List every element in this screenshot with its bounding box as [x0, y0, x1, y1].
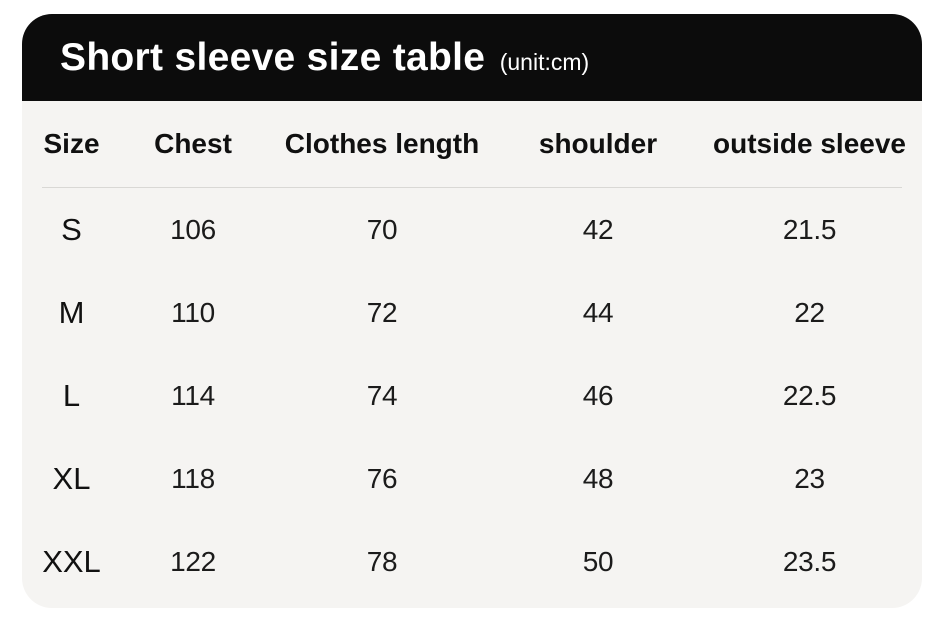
clothes-length-cell: 72 — [366, 296, 398, 328]
size-chart-header: Short sleeve size table (unit:cm) — [22, 14, 922, 101]
header-divider — [42, 187, 902, 188]
size-cell: M — [58, 294, 85, 330]
chest-cell: 110 — [171, 296, 215, 328]
size-cell: XXL — [42, 543, 101, 579]
table-header-row: Size Chest Clothes length shoulder outsi… — [22, 101, 922, 187]
size-cell: S — [61, 211, 82, 247]
shoulder-cell: 50 — [582, 545, 614, 577]
outside-sleeve-cell: 22.5 — [782, 379, 837, 411]
chest-cell: 106 — [170, 213, 216, 245]
table-row-xl: XL 118 76 48 23 — [22, 437, 922, 520]
shoulder-cell: 42 — [582, 213, 614, 245]
page-title: Short sleeve size table — [60, 35, 486, 79]
outside-sleeve-cell: 21.5 — [782, 213, 837, 245]
chest-cell: 114 — [171, 379, 215, 411]
chest-cell: 122 — [170, 545, 216, 577]
shoulder-cell: 46 — [582, 379, 614, 411]
column-header-chest: Chest — [154, 128, 232, 159]
table-row-l: L 114 74 46 22.5 — [22, 354, 922, 437]
table-row-s: S 106 70 42 21.5 — [22, 188, 922, 271]
clothes-length-cell: 76 — [366, 462, 398, 494]
table-row-m: M 110 72 44 22 — [22, 271, 922, 354]
column-header-size: Size — [43, 128, 100, 159]
column-header-outside-sleeve: outside sleeve — [713, 128, 906, 159]
column-header-shoulder: shoulder — [538, 128, 658, 159]
header-title-line: Short sleeve size table (unit:cm) — [60, 36, 589, 80]
outside-sleeve-cell: 23 — [794, 462, 825, 494]
size-cell: XL — [52, 460, 91, 496]
outside-sleeve-cell: 23.5 — [782, 545, 837, 577]
column-header-clothes-length: Clothes length — [284, 128, 480, 159]
shoulder-cell: 48 — [582, 462, 614, 494]
size-cell: L — [62, 377, 81, 413]
clothes-length-cell: 78 — [366, 545, 398, 577]
table-row-xxl: XXL 122 78 50 23.5 — [22, 520, 922, 603]
size-chart-card: Short sleeve size table (unit:cm) Size C… — [22, 14, 922, 608]
unit-label: (unit:cm) — [499, 48, 590, 75]
shoulder-cell: 44 — [582, 296, 614, 328]
clothes-length-cell: 74 — [366, 379, 398, 411]
clothes-length-cell: 70 — [366, 213, 398, 245]
size-table: Size Chest Clothes length shoulder outsi… — [22, 101, 922, 608]
chest-cell: 118 — [171, 462, 215, 494]
outside-sleeve-cell: 22 — [794, 296, 825, 328]
